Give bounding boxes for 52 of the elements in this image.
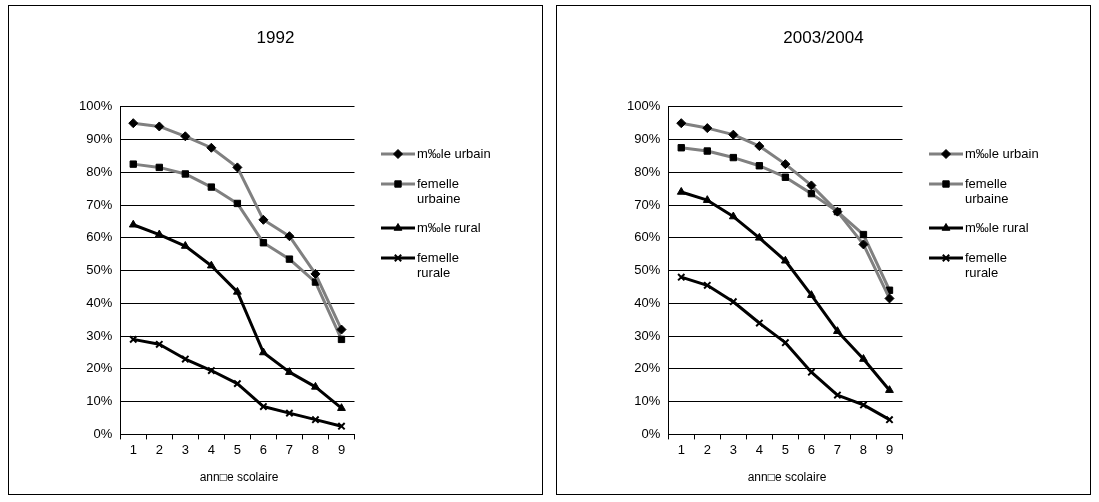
y-tick-label: 20% bbox=[634, 360, 661, 376]
y-tick-label: 60% bbox=[634, 229, 661, 245]
y-tick-label: 50% bbox=[86, 262, 113, 278]
y-tick-label: 100% bbox=[79, 98, 113, 114]
x-tick-label: 2 bbox=[155, 441, 163, 457]
y-tick-label: 50% bbox=[634, 262, 661, 278]
legend-label: femelle rurale bbox=[965, 250, 1008, 280]
y-tick-label: 0% bbox=[641, 425, 661, 441]
y-tick-label: 80% bbox=[86, 163, 113, 179]
x-tick-label: 5 bbox=[233, 441, 241, 457]
x-tick-label: 7 bbox=[285, 441, 294, 457]
y-tick-label: 70% bbox=[86, 196, 113, 212]
x-tick-label: 3 bbox=[181, 441, 189, 457]
x-axis-title: ann□e scolaire bbox=[198, 470, 280, 484]
legend-label: femelle rurale bbox=[417, 250, 460, 280]
x-tick-label: 7 bbox=[833, 441, 842, 457]
y-tick-label: 20% bbox=[86, 360, 113, 376]
x-tick-label: 8 bbox=[859, 441, 868, 457]
legend-label: m‰le urbain bbox=[417, 146, 492, 161]
y-tick-label: 10% bbox=[634, 393, 661, 409]
y-tick-label: 30% bbox=[86, 327, 113, 343]
y-tick-label: 0% bbox=[93, 425, 113, 441]
x-tick-label: 5 bbox=[781, 441, 789, 457]
legend-label: m‰le rural bbox=[965, 220, 1030, 235]
x-tick-label: 1 bbox=[677, 441, 685, 457]
x-tick-label: 9 bbox=[337, 441, 346, 457]
x-tick-label: 4 bbox=[207, 441, 215, 457]
y-tick-label: 40% bbox=[86, 294, 113, 310]
y-tick-label: 90% bbox=[634, 131, 661, 147]
y-tick-label: 90% bbox=[86, 131, 113, 147]
y-tick-label: 100% bbox=[627, 98, 661, 114]
y-tick-label: 40% bbox=[634, 294, 661, 310]
x-tick-label: 6 bbox=[807, 441, 816, 457]
legend-label: femelle urbaine bbox=[965, 176, 1010, 206]
chart-title: 1992 bbox=[255, 28, 296, 48]
chart-title: 2003/2004 bbox=[782, 28, 865, 48]
x-tick-label: 9 bbox=[885, 441, 894, 457]
legend-label: m‰le rural bbox=[417, 220, 482, 235]
x-tick-label: 8 bbox=[311, 441, 320, 457]
y-tick-label: 80% bbox=[634, 163, 661, 179]
x-axis-title: ann□e scolaire bbox=[746, 470, 828, 484]
x-tick-label: 2 bbox=[703, 441, 711, 457]
legend-label: femelle urbaine bbox=[417, 176, 462, 206]
x-tick-label: 3 bbox=[729, 441, 737, 457]
y-tick-label: 30% bbox=[634, 327, 661, 343]
y-tick-label: 70% bbox=[634, 196, 661, 212]
x-tick-label: 6 bbox=[259, 441, 268, 457]
y-tick-label: 10% bbox=[86, 393, 113, 409]
y-tick-label: 60% bbox=[86, 229, 113, 245]
x-tick-label: 1 bbox=[129, 441, 137, 457]
x-tick-label: 4 bbox=[755, 441, 763, 457]
legend-label: m‰le urbain bbox=[965, 146, 1040, 161]
